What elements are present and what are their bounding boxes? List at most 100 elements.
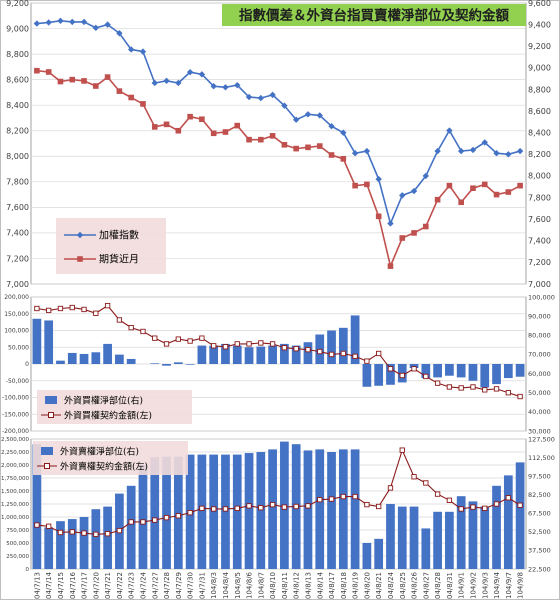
- data-point: [175, 336, 181, 342]
- x-tick-label: 104/9/3: [481, 572, 489, 599]
- data-point: [399, 192, 406, 199]
- data-point: [470, 185, 476, 192]
- y-left-tick-label: 8,400: [6, 101, 29, 110]
- x-tick-label: 104/9/8: [517, 572, 525, 599]
- data-point: [199, 505, 205, 511]
- data-point: [34, 67, 40, 74]
- data-point: [222, 84, 229, 91]
- data-point: [458, 506, 464, 512]
- data-point: [317, 348, 323, 355]
- data-point: [104, 302, 111, 309]
- panel-1: 7,000 7,200 7,400 7,600 7,800 8,000 8,200 8,400…: [6, 0, 551, 289]
- data-point: [458, 385, 464, 391]
- data-point: [293, 346, 299, 352]
- bar: [515, 364, 525, 377]
- data-point: [281, 345, 288, 351]
- bar: [492, 364, 501, 385]
- data-point: [245, 93, 253, 101]
- bar: [480, 506, 490, 569]
- x-tick-label: 104/8/10: [269, 572, 277, 600]
- y-left-tick-label: -100,000: [2, 395, 29, 402]
- y-left-tick-label: 7,400: [6, 229, 29, 238]
- data-point: [328, 123, 335, 130]
- bar: [44, 320, 54, 364]
- x-tick-label: 104/7/24: [139, 571, 147, 600]
- data-point: [258, 136, 264, 143]
- data-point: [128, 94, 134, 101]
- x-tick-label: 104/7/27: [151, 572, 159, 600]
- bar: [374, 364, 384, 386]
- x-tick-label: 104/9/1: [458, 572, 466, 599]
- x-tick-label: 104/8/3: [210, 572, 218, 599]
- data-point: [376, 503, 382, 510]
- y-left-tick-label: 7,600: [6, 203, 29, 212]
- y-left-tick-label: 2,250,000: [1, 450, 29, 456]
- data-point: [340, 350, 346, 357]
- x-tick-label: 104/9/7: [505, 572, 513, 599]
- data-point: [457, 147, 465, 155]
- x-tick-label: 104/7/13: [33, 572, 41, 600]
- y-left-tick-label: 250,000: [6, 554, 29, 560]
- y-right-tick-label: 30,000: [528, 427, 551, 435]
- data-point: [352, 182, 358, 189]
- bar: [350, 315, 360, 364]
- bar: [492, 485, 501, 569]
- data-point: [340, 129, 347, 136]
- data-point: [423, 373, 429, 380]
- x-tick-label: 104/7/21: [104, 572, 112, 600]
- bar: [445, 511, 454, 569]
- data-point: [116, 527, 123, 534]
- bar: [197, 345, 207, 364]
- data-point: [34, 305, 40, 312]
- data-point: [387, 220, 394, 227]
- x-tick-label: 104/8/13: [304, 572, 312, 600]
- data-point: [163, 341, 170, 347]
- y-left-tick-label: -150,000: [2, 411, 29, 418]
- data-point: [493, 191, 500, 198]
- data-point: [434, 380, 441, 386]
- bar: [221, 343, 230, 364]
- panel-3: 0 250,000 500,000 750,000 1,000,000 1,250,000…: [1, 435, 555, 573]
- y-right-tick-label: 9,000: [528, 64, 551, 73]
- legend-marker: [41, 447, 53, 455]
- data-point: [481, 181, 488, 188]
- data-point: [328, 496, 335, 502]
- data-point: [328, 152, 335, 158]
- data-point: [116, 30, 123, 37]
- x-tick-label: 104/8/26: [411, 571, 419, 600]
- data-point: [517, 182, 523, 189]
- y-right-tick-label: 112,500: [528, 454, 555, 462]
- bar: [268, 345, 277, 364]
- data-point: [116, 317, 123, 323]
- data-point: [505, 189, 512, 195]
- x-tick-label: 104/8/17: [328, 572, 336, 600]
- data-point: [211, 506, 217, 512]
- data-point: [293, 145, 299, 152]
- data-point: [34, 522, 40, 528]
- data-point: [163, 514, 170, 521]
- data-point: [81, 530, 87, 536]
- bar: [173, 456, 183, 569]
- data-point: [116, 88, 123, 94]
- y-left-tick-label: 8,000: [6, 152, 29, 161]
- bar: [338, 327, 348, 364]
- x-tick-label: 104/9/2: [469, 572, 477, 599]
- y-right-tick-label: 9,600: [528, 0, 551, 8]
- data-point: [69, 304, 75, 311]
- x-tick-label: 104/8/12: [293, 572, 301, 600]
- bar: [350, 449, 360, 569]
- bar: [468, 501, 478, 569]
- bar: [173, 362, 183, 364]
- bar: [126, 485, 136, 569]
- legend-label: 加權指數: [99, 229, 139, 242]
- data-point: [80, 18, 88, 26]
- bar: [79, 353, 89, 364]
- data-point: [222, 129, 229, 135]
- bar: [303, 342, 313, 364]
- x-tick-label: 104/8/31: [446, 572, 454, 600]
- data-point: [46, 307, 52, 314]
- data-point: [340, 156, 347, 162]
- x-tick-label: 104/7/16: [69, 571, 77, 600]
- data-point: [458, 199, 464, 206]
- bar: [503, 475, 513, 569]
